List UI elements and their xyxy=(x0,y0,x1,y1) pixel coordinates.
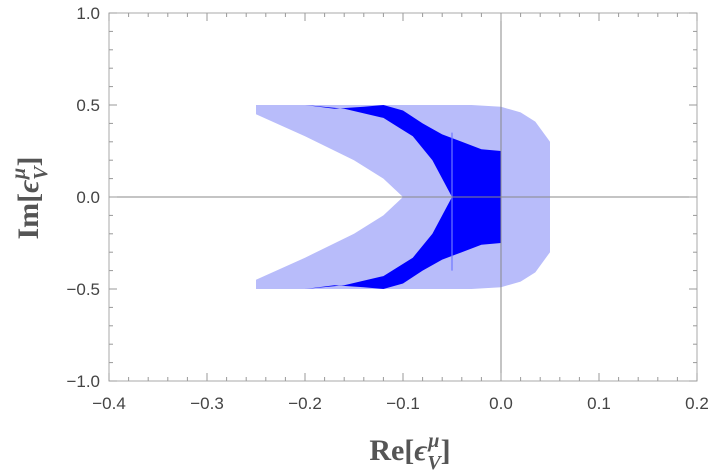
x-tick-label: −0.4 xyxy=(92,394,126,413)
ticks: −0.4 −0.3 −0.2 −0.1 0.0 0.1 0.2 −1.0 −0.5 0.0 0.5 1… xyxy=(66,4,708,413)
x-tick-label: 0.2 xyxy=(685,394,709,413)
x-tick-label: 0.0 xyxy=(489,394,513,413)
x-tick-label: −0.1 xyxy=(386,394,420,413)
y-tick-label: −0.5 xyxy=(66,280,100,299)
x-axis-label: Re[ϵμ V] xyxy=(369,430,450,472)
x-tick-label: −0.2 xyxy=(288,394,322,413)
y-tick-label: 1.0 xyxy=(76,4,100,23)
x-tick-label: 0.1 xyxy=(587,394,611,413)
y-tick-label: −1.0 xyxy=(66,372,100,391)
reference-lines xyxy=(109,13,697,381)
y-tick-label: 0.0 xyxy=(76,188,100,207)
y-axis-label: Im[ϵμV] xyxy=(8,156,52,239)
x-tick-label: −0.3 xyxy=(190,394,224,413)
y-tick-label: 0.5 xyxy=(76,96,100,115)
